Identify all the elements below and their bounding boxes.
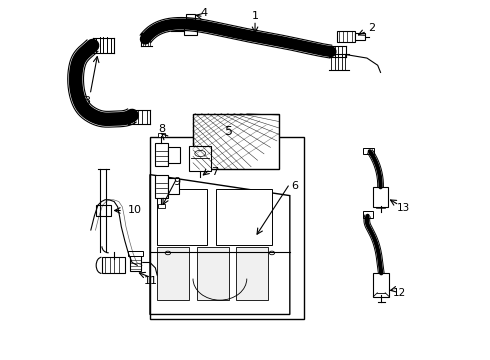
Bar xyxy=(168,178,179,194)
Bar xyxy=(158,133,165,136)
Bar xyxy=(337,31,355,42)
Bar xyxy=(128,251,143,256)
Text: 7: 7 xyxy=(211,167,218,177)
Text: 10: 10 xyxy=(128,206,142,216)
Ellipse shape xyxy=(165,251,171,255)
Ellipse shape xyxy=(269,251,274,255)
Bar xyxy=(150,136,304,319)
Bar xyxy=(184,27,197,35)
Bar xyxy=(169,147,180,163)
Bar xyxy=(363,211,373,218)
Text: 4: 4 xyxy=(200,8,207,18)
Text: 12: 12 xyxy=(393,288,407,298)
Bar xyxy=(364,148,374,154)
Text: 6: 6 xyxy=(292,181,299,191)
Bar xyxy=(236,247,269,300)
Text: 9: 9 xyxy=(173,177,180,187)
Bar xyxy=(96,205,111,216)
Bar xyxy=(196,247,229,300)
Text: 3: 3 xyxy=(83,96,90,106)
Bar xyxy=(186,14,195,29)
Bar xyxy=(157,247,190,300)
Text: 13: 13 xyxy=(397,203,410,213)
Bar xyxy=(155,143,169,166)
Text: 1: 1 xyxy=(251,11,259,21)
Ellipse shape xyxy=(195,150,205,157)
Bar xyxy=(190,146,211,171)
Bar xyxy=(373,273,389,297)
Bar xyxy=(373,187,388,207)
Bar xyxy=(193,114,279,169)
Text: 11: 11 xyxy=(144,276,158,286)
Text: 5: 5 xyxy=(225,125,233,138)
Bar xyxy=(355,33,366,40)
Bar xyxy=(130,255,141,271)
Text: 2: 2 xyxy=(368,23,375,33)
Bar xyxy=(158,204,165,208)
Bar xyxy=(216,189,272,244)
Text: 8: 8 xyxy=(158,124,165,134)
Bar xyxy=(101,257,125,273)
Bar xyxy=(157,189,207,244)
Bar xyxy=(155,175,168,198)
